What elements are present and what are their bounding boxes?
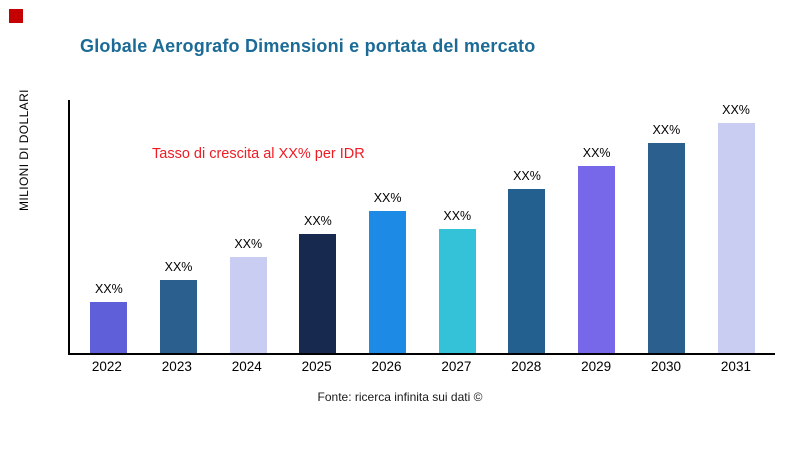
bar — [578, 165, 616, 353]
y-axis-label: MILIONI DI DOLLARI — [17, 89, 31, 211]
bar-group: XX% — [299, 100, 337, 353]
bar-group: XX% — [90, 100, 128, 353]
bar — [369, 211, 407, 353]
bar — [508, 188, 546, 353]
bar-group: XX% — [438, 100, 476, 353]
bar-group: XX% — [229, 100, 267, 353]
bar — [438, 229, 476, 353]
bar-group: XX% — [717, 100, 755, 353]
bar-value-label: XX% — [304, 214, 332, 229]
x-tick-label: 2028 — [511, 359, 542, 374]
x-tick-label: 2023 — [161, 359, 192, 374]
bar-value-label: XX% — [234, 236, 263, 251]
bar-group: XX% — [647, 100, 685, 353]
x-tick-label: 2031 — [720, 359, 751, 374]
bar — [717, 122, 755, 353]
source-attribution: Fonte: ricerca infinita sui dati © — [317, 390, 483, 404]
x-tick-label: 2029 — [581, 359, 612, 374]
bar — [160, 279, 198, 353]
chart-title: Globale Aerografo Dimensioni e portata d… — [80, 36, 536, 56]
bar-value-label: XX% — [94, 282, 123, 297]
plot-area: XX% XX% XX% XX% XX% XX% XX% XX% XX% XX% — [68, 100, 775, 355]
x-axis-ticks: 2022 2023 2024 2025 2026 2027 2028 2029 2030 2031 — [68, 359, 775, 374]
bar-value-label: XX% — [373, 191, 402, 206]
bar-value-label: XX% — [722, 102, 750, 117]
bar-value-label: XX% — [513, 168, 541, 183]
bar-value-label: XX% — [164, 259, 193, 274]
bar — [299, 234, 337, 353]
bar — [229, 256, 267, 353]
bar-value-label: XX% — [652, 123, 681, 138]
brand-mark-square — [9, 9, 23, 23]
bars-container: XX% XX% XX% XX% XX% XX% XX% XX% XX% XX% — [70, 100, 775, 353]
bar-value-label: XX% — [443, 209, 472, 224]
x-tick-label: 2027 — [441, 359, 472, 374]
bar-value-label: XX% — [582, 145, 611, 160]
bar-group: XX% — [508, 100, 546, 353]
x-tick-label: 2024 — [231, 359, 262, 374]
x-tick-label: 2030 — [651, 359, 682, 374]
x-tick-label: 2022 — [91, 359, 122, 374]
bar — [90, 302, 128, 353]
bar-group: XX% — [369, 100, 407, 353]
bar — [647, 143, 685, 353]
bar-group: XX% — [160, 100, 198, 353]
growth-rate-annotation: Tasso di crescita al XX% per IDR — [152, 146, 365, 162]
x-tick-label: 2026 — [371, 359, 402, 374]
bar-group: XX% — [578, 100, 616, 353]
x-tick-label: 2025 — [301, 359, 332, 374]
